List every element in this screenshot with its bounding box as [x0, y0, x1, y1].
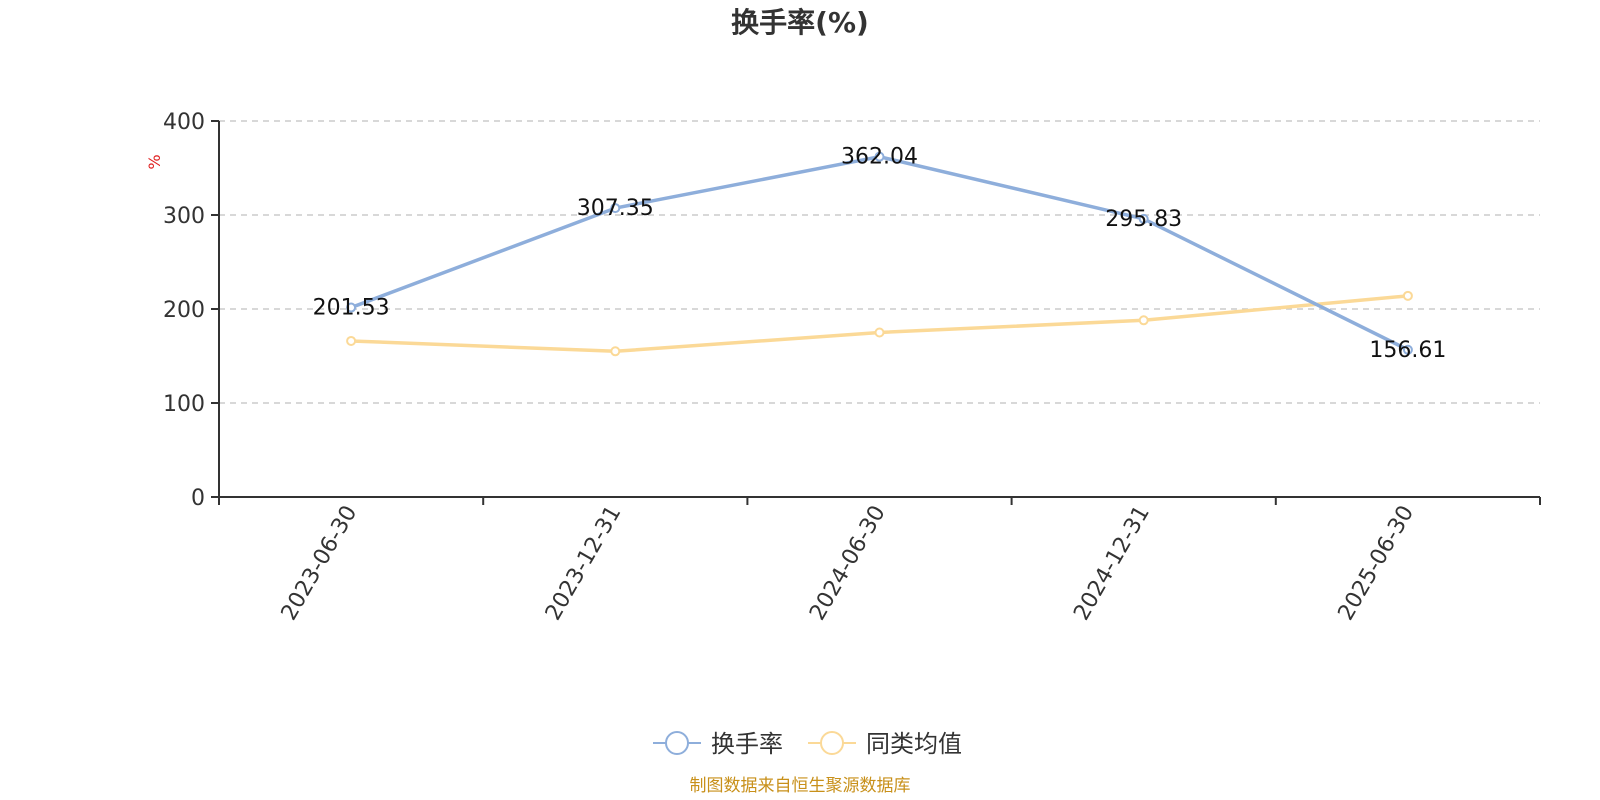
series-1-point — [346, 335, 357, 346]
source-note: 制图数据来自恒生聚源数据库 — [690, 776, 911, 796]
x-tick-label: 2024-12-31 — [1069, 502, 1155, 625]
chart-title: 换手率(%) — [731, 6, 869, 39]
axes: 0 100 200 300 400 2023-06-30 2023-12-31 2024-06… — [163, 110, 1541, 625]
data-label: 307.35 — [577, 196, 654, 221]
data-labels: 201.53 307.35 362.04 295.83 156.61 — [313, 145, 1447, 363]
legend-item-1[interactable]: 同类均值 — [808, 730, 962, 758]
y-tick-label: 0 — [191, 486, 205, 511]
series-0-point — [346, 302, 357, 313]
y-axis-unit-label: % — [145, 154, 164, 169]
legend-label: 换手率 — [711, 730, 783, 758]
series-0-point — [1402, 344, 1413, 355]
data-label: 156.61 — [1369, 338, 1446, 363]
y-tick-label: 200 — [163, 298, 205, 323]
legend-label: 同类均值 — [866, 730, 962, 758]
series-layer — [346, 151, 1413, 357]
y-tick-label: 400 — [163, 110, 205, 135]
series-line-1 — [349, 294, 1410, 354]
x-tick-label: 2023-12-31 — [541, 502, 627, 625]
x-tick-label: 2023-06-30 — [277, 502, 363, 625]
series-1-point — [874, 327, 885, 338]
x-tick-label: 2025-06-30 — [1334, 502, 1420, 625]
series-0-point — [610, 203, 621, 214]
legend-circle-icon — [820, 731, 844, 755]
series-1-point — [1402, 290, 1413, 301]
grid-lines — [219, 120, 1540, 404]
data-label: 362.04 — [841, 145, 918, 170]
legend-item-0[interactable]: 换手率 — [653, 730, 783, 758]
data-label: 201.53 — [313, 296, 390, 321]
series-line-0 — [349, 154, 1410, 352]
legend-circle-icon — [665, 731, 689, 755]
series-1-point — [610, 346, 621, 357]
series-0-point — [1138, 213, 1149, 224]
y-tick-label: 100 — [163, 392, 205, 417]
series-0-point — [874, 151, 885, 162]
legend: 换手率 同类均值 — [653, 730, 962, 758]
data-label: 295.83 — [1105, 207, 1182, 232]
y-tick-label: 300 — [163, 204, 205, 229]
series-1-point — [1138, 315, 1149, 326]
x-tick-label: 2024-06-30 — [805, 502, 891, 625]
